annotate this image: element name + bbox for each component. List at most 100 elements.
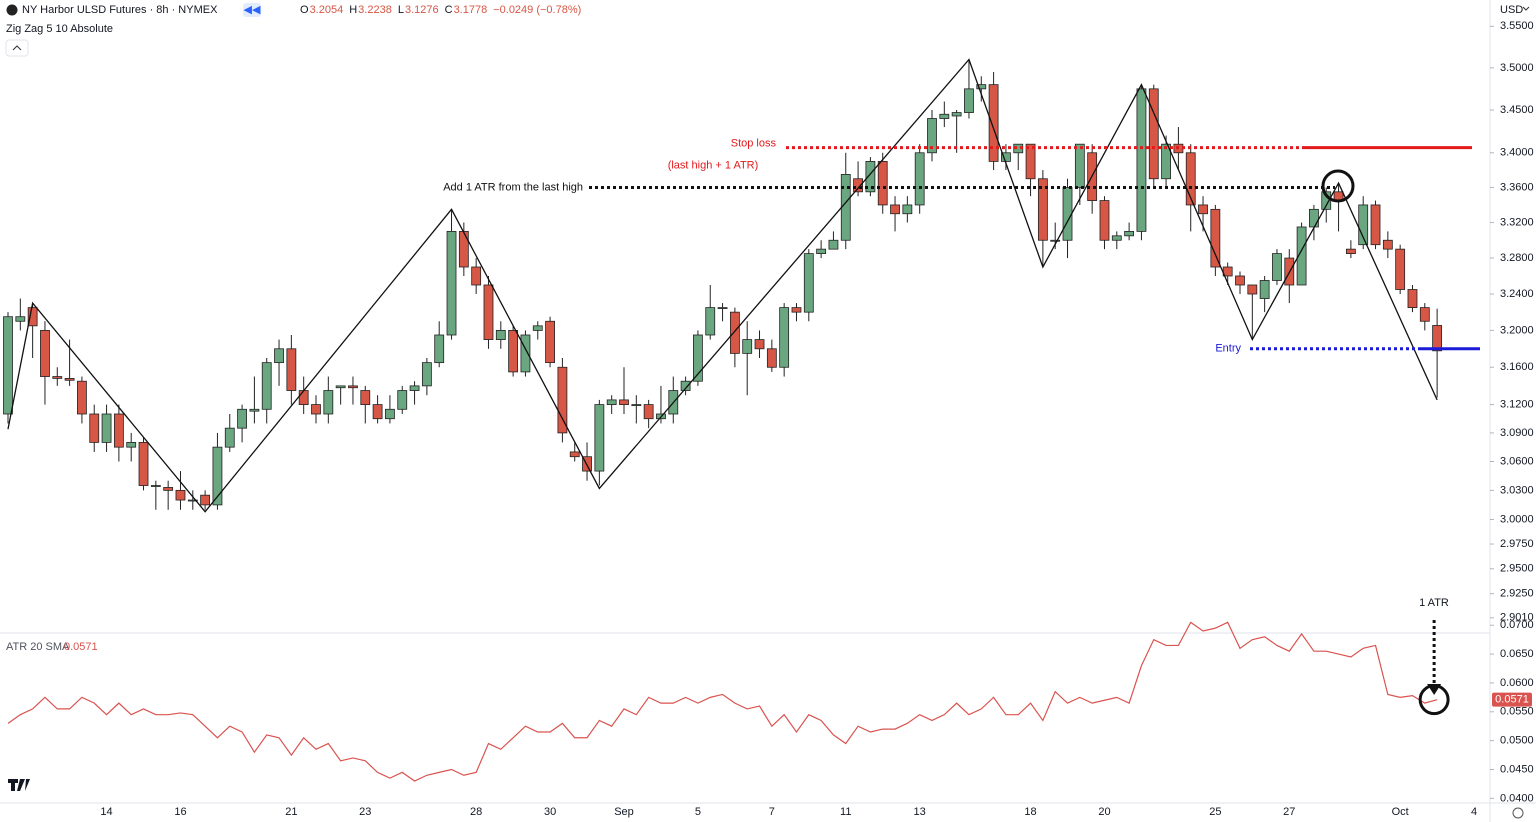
candle-body	[890, 204, 900, 215]
candle-body	[1370, 204, 1381, 246]
x-tick-label: 13	[914, 806, 926, 818]
candle-body	[988, 84, 999, 162]
y-tick-label: 0.0600	[1500, 677, 1534, 689]
quote-key: H	[349, 4, 357, 16]
candle-body	[508, 330, 519, 373]
candle-body	[1235, 275, 1245, 286]
atr-arrowhead	[1427, 684, 1442, 695]
y-tick-label: 3.3200	[1500, 216, 1534, 228]
candle-body	[1025, 143, 1036, 180]
y-tick-label: 3.2800	[1500, 252, 1534, 264]
candle-body	[1358, 204, 1369, 246]
candle-body	[1345, 248, 1356, 255]
candle-body	[1432, 325, 1443, 352]
candle-body	[372, 404, 383, 420]
candle-body	[3, 316, 13, 415]
candle-body	[52, 376, 63, 379]
x-tick-label: 11	[840, 806, 851, 818]
y-tick-label: 3.0000	[1500, 513, 1534, 525]
candle-body	[939, 113, 950, 119]
candle-body	[840, 174, 851, 241]
x-tick-label: 18	[1024, 806, 1036, 818]
settings-icon[interactable]	[1512, 807, 1524, 819]
candle-body	[385, 408, 395, 420]
candle-body	[1185, 152, 1196, 206]
atr-value: 0.0571	[64, 641, 98, 653]
candle-body	[1099, 200, 1110, 241]
candle-body	[791, 307, 802, 313]
quote-value: 3.2238	[358, 4, 392, 16]
atr-annotation: 1 ATR	[1419, 597, 1449, 609]
candle-body	[742, 339, 753, 354]
candle-body	[914, 152, 925, 206]
candle-body	[175, 489, 186, 501]
quote-value: 3.2054	[310, 4, 344, 16]
candle-body	[927, 118, 937, 154]
y-tick-label: 3.0600	[1500, 455, 1534, 467]
candle-body	[311, 404, 321, 415]
y-tick-label: 2.9250	[1500, 588, 1534, 600]
collapse-button[interactable]	[5, 39, 29, 57]
y-tick-label: 0.0400	[1500, 792, 1534, 804]
quote-value: 3.1778	[454, 4, 488, 16]
candle-body	[619, 399, 629, 405]
x-tick-label: 7	[769, 806, 775, 818]
candle-body	[483, 284, 494, 340]
candle-body	[64, 378, 75, 381]
quote-key: L	[398, 4, 404, 16]
x-tick-label: 23	[359, 806, 371, 818]
y-tick-label: 2.9500	[1500, 563, 1534, 575]
candle-body	[705, 307, 716, 336]
candle-body	[1247, 284, 1258, 295]
candle-body	[15, 316, 26, 322]
candle-body	[1210, 208, 1221, 268]
candle-body	[458, 230, 469, 268]
replay-button[interactable]	[243, 3, 261, 17]
candle-body	[594, 404, 605, 472]
quote-key: O	[300, 4, 309, 16]
y-tick-label: 3.1200	[1500, 398, 1534, 410]
candle-body	[1111, 235, 1122, 241]
candle-body	[816, 248, 827, 255]
candle-body	[1419, 307, 1430, 322]
annotation-text: Entry	[1215, 343, 1241, 355]
candle-body	[138, 441, 149, 486]
candle-body	[187, 499, 198, 502]
y-tick-label: 0.0550	[1500, 706, 1534, 718]
candle-body	[1161, 143, 1171, 180]
candle-body	[545, 320, 555, 364]
candle-body	[1136, 88, 1147, 232]
candle-body	[569, 451, 580, 458]
tv-logo	[8, 779, 30, 791]
x-tick-label: 28	[470, 806, 482, 818]
candle-body	[1124, 230, 1135, 237]
candle-body	[1050, 239, 1061, 242]
zigzag-line	[7, 58, 1438, 513]
candle-body	[495, 330, 506, 340]
symbol-title: NY Harbor ULSD Futures · 8h · NYMEX	[22, 4, 218, 16]
annotation-text: Add 1 ATR from the last high	[443, 181, 583, 193]
symbol-icon	[6, 4, 18, 16]
candle-body	[126, 441, 137, 448]
candle-body	[1407, 289, 1418, 309]
candle-body	[212, 446, 223, 506]
indicator-label: Zig Zag 5 10 Absolute	[6, 23, 113, 35]
candle-body	[1148, 88, 1159, 180]
candle-body	[249, 408, 260, 412]
candle-body	[1259, 280, 1270, 299]
candle-body	[1037, 178, 1048, 241]
candle-body	[964, 88, 974, 113]
candle-body	[274, 348, 284, 364]
x-tick-label: 21	[285, 806, 297, 818]
candle-body	[877, 161, 888, 206]
y-tick-label: 3.2400	[1500, 288, 1534, 300]
candle-body	[951, 112, 962, 117]
candle-body	[434, 334, 445, 364]
candle-body	[532, 325, 543, 331]
x-tick-label: 4	[1471, 806, 1477, 818]
candle-body	[101, 413, 112, 443]
currency-arrow	[1522, 6, 1530, 11]
candle-body	[397, 390, 408, 410]
